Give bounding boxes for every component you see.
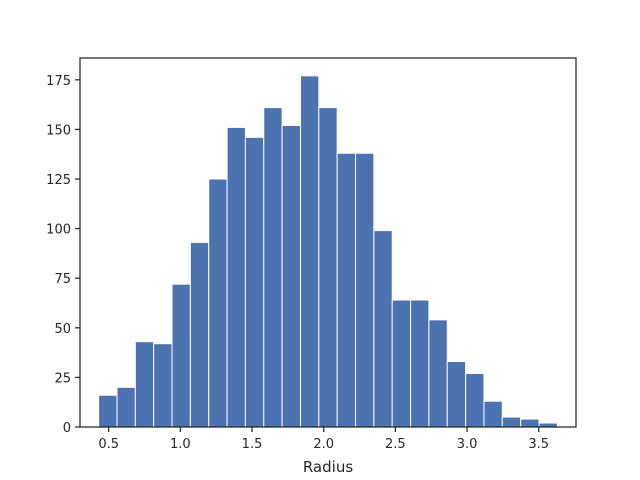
histogram-bar xyxy=(244,136,265,428)
histogram-bar xyxy=(410,299,430,428)
y-tick-label: 50 xyxy=(54,322,71,337)
x-tick-label: 2.5 xyxy=(385,437,406,452)
histogram-bar xyxy=(391,299,412,428)
y-tick-label: 75 xyxy=(54,272,71,287)
x-tick-label: 3.0 xyxy=(457,437,478,452)
histogram-bar xyxy=(134,341,155,428)
y-axis-ticks: 0 25 50 75 100 125 150 175 xyxy=(46,74,80,436)
x-tick-label: 1.5 xyxy=(242,437,263,452)
histogram-bar xyxy=(299,75,320,428)
y-tick-label: 175 xyxy=(46,74,71,89)
x-axis-label: Radius xyxy=(303,458,353,476)
bars-group xyxy=(98,75,558,428)
histogram-bar xyxy=(355,152,375,428)
histogram-bar xyxy=(208,178,228,428)
y-tick-label: 150 xyxy=(46,123,71,138)
y-tick-label: 125 xyxy=(46,173,71,188)
histogram-bar xyxy=(98,394,118,428)
histogram-bar xyxy=(336,152,357,428)
x-tick-label: 2.0 xyxy=(313,437,334,452)
histogram-bar xyxy=(483,400,503,428)
histogram-bar xyxy=(153,343,173,428)
histogram-bar xyxy=(465,372,485,428)
histogram-bar xyxy=(189,242,210,428)
histogram-bar xyxy=(281,124,301,428)
x-axis-ticks: 0.5 1.0 1.5 2.0 2.5 3.0 3.5 xyxy=(98,427,549,452)
histogram-bar xyxy=(263,107,283,428)
histogram-bar xyxy=(171,283,191,428)
x-tick-label: 3.5 xyxy=(528,437,549,452)
histogram-bar xyxy=(226,126,246,428)
y-tick-label: 0 xyxy=(63,421,71,436)
y-tick-label: 100 xyxy=(46,223,71,238)
histogram-bar xyxy=(428,319,448,428)
x-tick-label: 0.5 xyxy=(98,437,119,452)
histogram-bar xyxy=(318,107,338,428)
histogram-bar xyxy=(373,230,393,428)
histogram-bar xyxy=(116,386,136,428)
x-tick-label: 1.0 xyxy=(170,437,191,452)
histogram-bar xyxy=(520,418,540,428)
plot-frame xyxy=(79,57,577,428)
y-tick-label: 25 xyxy=(54,371,71,386)
histogram-bar xyxy=(501,416,522,428)
histogram-bar xyxy=(446,361,467,428)
